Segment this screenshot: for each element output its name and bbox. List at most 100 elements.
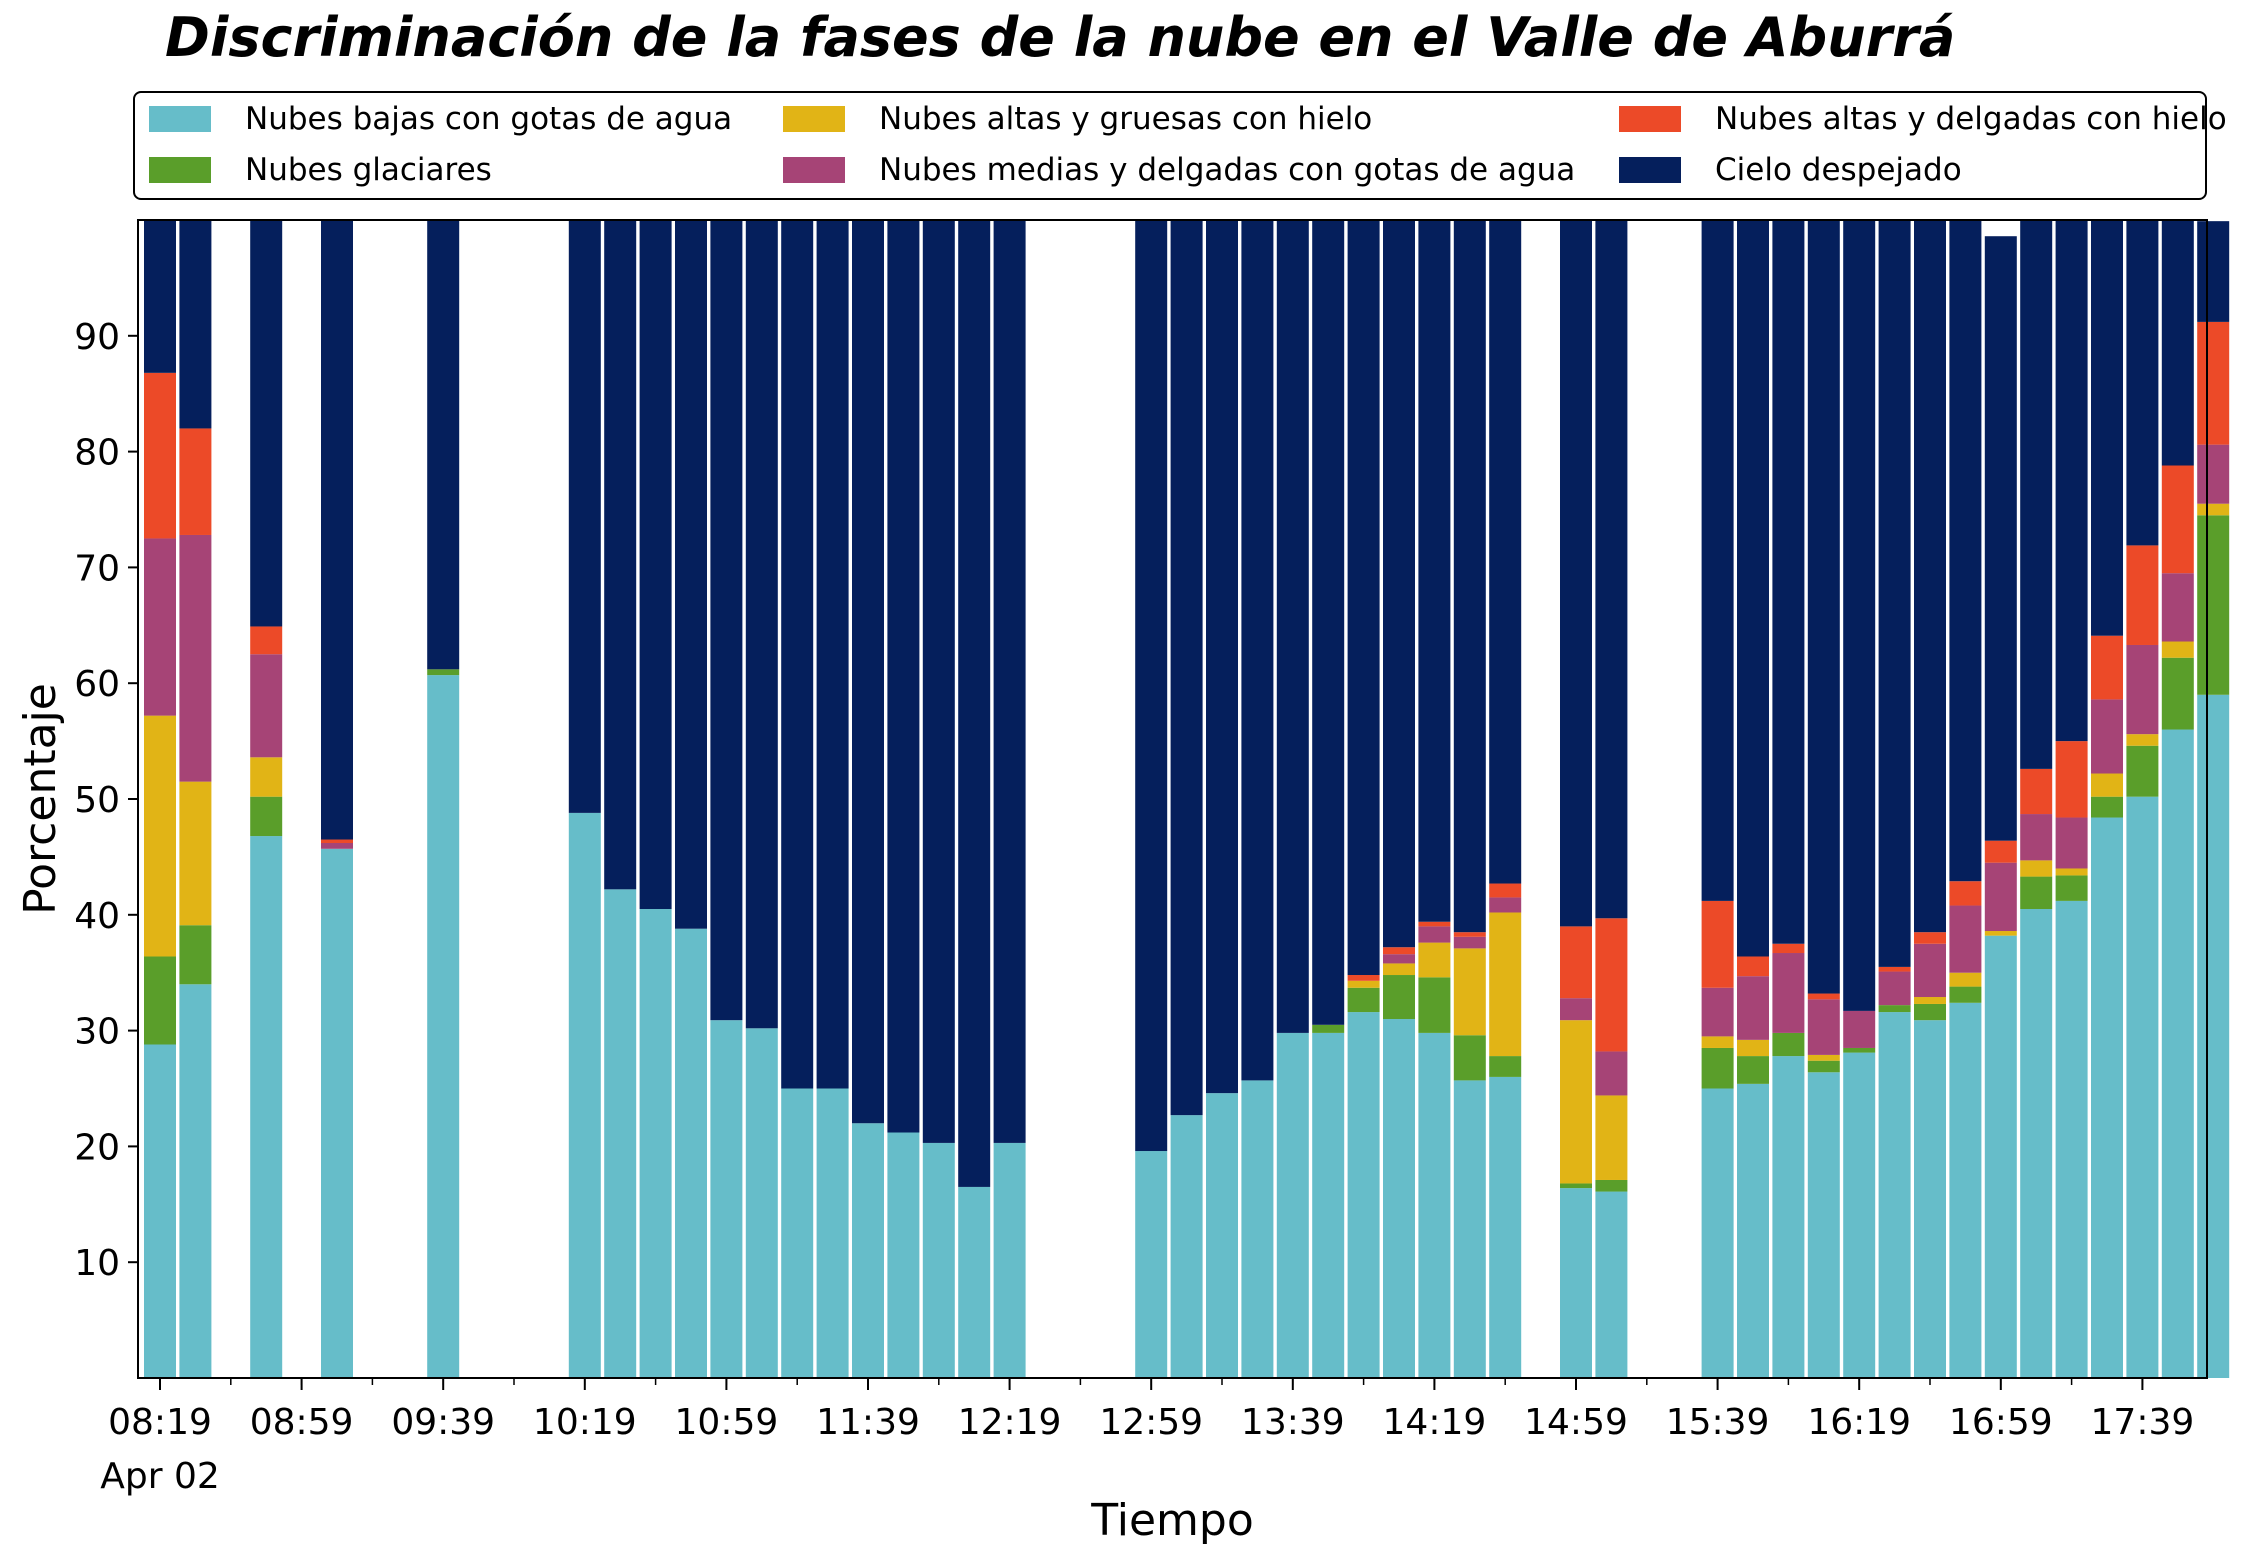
- bar-segment: [2020, 860, 2053, 877]
- bar-segment: [1807, 1054, 1840, 1061]
- bar-segment: [958, 1186, 991, 1378]
- legend-label: Nubes bajas con gotas de agua: [245, 101, 733, 137]
- legend-item: Nubes altas y gruesas con hielo: [783, 99, 1372, 139]
- legend-label: Nubes glaciares: [245, 152, 492, 188]
- bar-segment: [922, 220, 955, 1143]
- legend-item: Nubes medias y delgadas con gotas de agu…: [783, 150, 1575, 190]
- bar-segment: [1878, 1005, 1911, 1013]
- bar-segment: [1807, 993, 1840, 1000]
- bar-segment: [2091, 773, 2123, 797]
- x-tick-label: 10:59: [675, 1402, 779, 1443]
- bar-segment: [1949, 220, 1982, 882]
- x-tick-label: 16:59: [1949, 1402, 2053, 1443]
- bar-segment: [179, 220, 212, 429]
- bar-segment: [1418, 1032, 1451, 1378]
- bar-segment: [2126, 745, 2159, 797]
- bar-segment: [1843, 1047, 1876, 1053]
- x-tick-label: 15:39: [1666, 1402, 1770, 1443]
- bar-segment: [2020, 909, 2053, 1378]
- bar-segment: [993, 220, 1026, 1143]
- bar-segment: [2091, 699, 2123, 774]
- bar-segment: [1914, 1003, 1946, 1021]
- bar-segment: [2161, 573, 2194, 642]
- bar-segment: [2091, 817, 2123, 1378]
- bar-segment: [2055, 741, 2088, 818]
- bar-segment: [604, 889, 637, 1378]
- bar-segment: [1737, 220, 1769, 957]
- bar-segment: [2020, 814, 2053, 861]
- bar-segment: [2161, 220, 2194, 466]
- bar-segment: [1984, 840, 2017, 863]
- bar-segment: [852, 220, 884, 1124]
- bar-segment: [1878, 966, 1911, 972]
- bar-segment: [1312, 1024, 1345, 1033]
- x-tick-label: 12:19: [958, 1402, 1062, 1443]
- bar-segment: [1383, 963, 1415, 976]
- legend-label: Nubes medias y delgadas con gotas de agu…: [879, 152, 1576, 188]
- bar-segment: [1489, 220, 1522, 884]
- bar-segment: [1843, 220, 1876, 1011]
- bar-segment: [1949, 972, 1982, 987]
- bar-segment: [1347, 980, 1380, 988]
- legend: Nubes bajas con gotas de agua Nubes altas…: [133, 91, 2227, 200]
- bar-segment: [427, 220, 460, 670]
- bar-segment: [2161, 465, 2194, 574]
- bar-segment: [1560, 1188, 1592, 1378]
- bar-segment: [1383, 975, 1415, 1020]
- bar-segment: [1347, 220, 1380, 976]
- bar-segment: [1807, 1060, 1840, 1073]
- bar-segment: [1453, 936, 1486, 949]
- bar-segment: [1453, 948, 1486, 1036]
- legend-label: Nubes altas y gruesas con hielo: [879, 101, 1373, 137]
- bar-segment: [1595, 220, 1628, 919]
- bar-segment: [1276, 220, 1309, 1033]
- bar-segment: [1737, 976, 1769, 1040]
- bar-segment: [1772, 953, 1805, 1033]
- legend-item: Nubes altas y delgadas con hielo: [1619, 99, 2227, 139]
- bar-segment: [1489, 1076, 1522, 1378]
- x-date-label: Apr 02: [100, 1456, 220, 1497]
- legend-swatch: [1619, 106, 1681, 132]
- bar-segment: [2161, 729, 2194, 1378]
- bar-segment: [1984, 931, 2017, 936]
- bar-segment: [1560, 220, 1592, 927]
- y-tick-label: 80: [74, 433, 120, 474]
- bar-segment: [639, 909, 672, 1378]
- bar-segment: [1560, 1020, 1592, 1184]
- bar-segment: [2126, 796, 2159, 1378]
- bar-segment: [321, 848, 353, 1378]
- bar-segment: [1701, 1036, 1734, 1048]
- bar-segment: [1383, 954, 1415, 964]
- y-tick-label: 20: [74, 1127, 120, 1168]
- bar-segment: [781, 220, 814, 1089]
- bar-segment: [1772, 220, 1805, 944]
- bar-segment: [1701, 987, 1734, 1037]
- bar-segment: [427, 675, 460, 1378]
- bar-segment: [710, 1020, 743, 1378]
- bar-segment: [993, 1142, 1026, 1378]
- bar-segment: [1595, 1051, 1628, 1096]
- bar-segment: [1170, 1115, 1203, 1378]
- bar-segment: [1418, 977, 1451, 1033]
- bar-segment: [887, 1132, 920, 1378]
- bar-segment: [1453, 932, 1486, 937]
- bar-segment: [1453, 1035, 1486, 1081]
- bar-segment: [1347, 987, 1380, 1013]
- bar-segment: [144, 372, 176, 539]
- bar-segment: [144, 220, 176, 373]
- bar-segment: [958, 220, 991, 1187]
- bar-segment: [1276, 1032, 1309, 1378]
- bar-segment: [1984, 862, 2017, 932]
- bar-segment: [2126, 734, 2159, 746]
- bar-segment: [2161, 641, 2194, 658]
- y-tick-label: 30: [74, 1012, 120, 1053]
- bar-segment: [568, 220, 601, 813]
- bar-segment: [1701, 220, 1734, 901]
- bar-segment: [1170, 220, 1203, 1116]
- bar-segment: [1206, 220, 1238, 1094]
- bar-segment: [1807, 220, 1840, 994]
- bar-segment: [1843, 1052, 1876, 1378]
- bar-segment: [250, 836, 283, 1378]
- bar-segment: [2091, 796, 2123, 818]
